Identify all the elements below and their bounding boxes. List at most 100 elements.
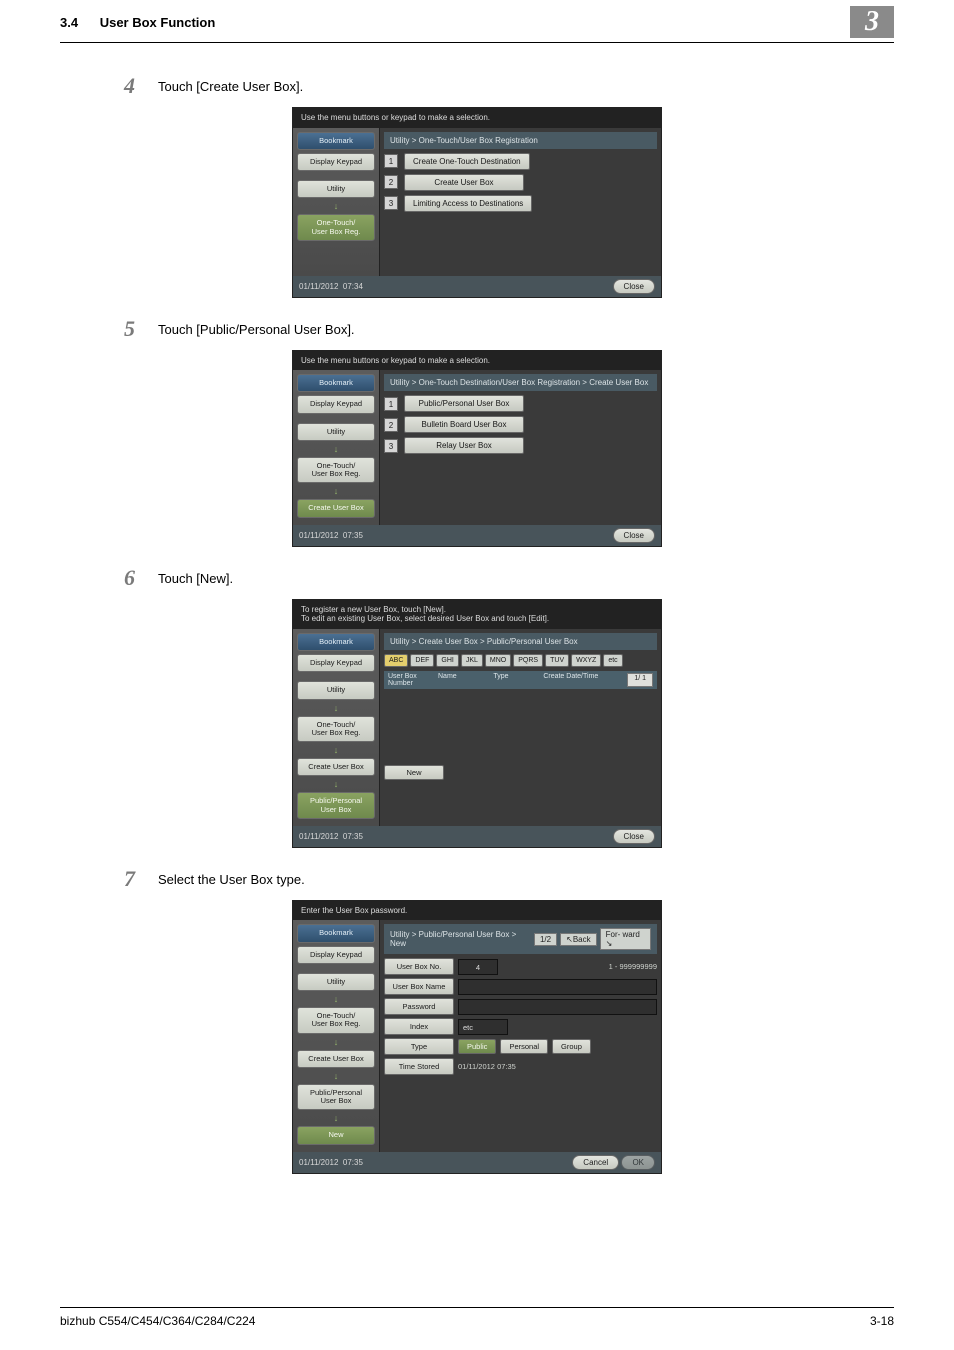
sidebar-utility[interactable]: Utility — [297, 681, 375, 699]
col-name: Name — [438, 673, 487, 687]
tab-etc[interactable]: etc — [603, 654, 622, 667]
table-header: User Box Number Name Type Create Date/Ti… — [384, 671, 657, 689]
type-personal-button[interactable]: Personal — [500, 1039, 548, 1054]
display-keypad-button[interactable]: Display Keypad — [297, 654, 375, 672]
sidebar-one-touch[interactable]: One-Touch/ User Box Reg. — [297, 716, 375, 743]
step-number: 4 — [124, 73, 158, 99]
close-button[interactable]: Close — [613, 829, 655, 844]
bookmark-button[interactable]: Bookmark — [297, 633, 375, 651]
menu-public-personal[interactable]: Public/Personal User Box — [404, 395, 524, 412]
close-button[interactable]: Close — [613, 279, 655, 294]
menu-relay-user-box[interactable]: Relay User Box — [404, 437, 524, 454]
device-screen-5: Use the menu buttons or keypad to make a… — [292, 350, 662, 547]
step-4: 4 Touch [Create User Box]. — [124, 73, 894, 99]
field-index[interactable]: etc — [458, 1019, 508, 1035]
menu-number: 1 — [384, 397, 398, 411]
range-text: 1 - 999999999 — [502, 962, 657, 971]
label-user-box-name: User Box Name — [384, 978, 454, 995]
chevron-down-icon: ↓ — [297, 444, 375, 454]
tab-mno[interactable]: MNO — [485, 654, 511, 667]
step-number: 6 — [124, 565, 158, 591]
display-keypad-button[interactable]: Display Keypad — [297, 946, 375, 964]
bookmark-button[interactable]: Bookmark — [297, 132, 375, 150]
field-user-box-no[interactable]: 4 — [458, 959, 498, 975]
sidebar-create-user-box[interactable]: Create User Box — [297, 499, 375, 517]
step-6: 6 Touch [New]. — [124, 565, 894, 591]
menu-number: 3 — [384, 196, 398, 210]
date-text: 01/11/2012 — [299, 832, 338, 841]
tab-def[interactable]: DEF — [410, 654, 434, 667]
chevron-down-icon: ↓ — [297, 1071, 375, 1081]
back-button[interactable]: ↖Back — [560, 933, 597, 946]
col-user-box-number: User Box Number — [388, 673, 432, 687]
sidebar-public-personal[interactable]: Public/Personal User Box — [297, 792, 375, 819]
cancel-button[interactable]: Cancel — [572, 1155, 619, 1170]
step-text: Touch [New]. — [158, 565, 233, 586]
instruction-text: Enter the User Box password. — [293, 901, 661, 921]
label-time-stored: Time Stored — [384, 1058, 454, 1075]
new-button[interactable]: New — [384, 765, 444, 780]
close-button[interactable]: Close — [613, 528, 655, 543]
label-password: Password — [384, 998, 454, 1015]
sidebar-create-user-box[interactable]: Create User Box — [297, 1050, 375, 1068]
time-text: 07:35 — [343, 531, 363, 540]
footer-page: 3-18 — [870, 1314, 894, 1328]
sidebar-public-personal[interactable]: Public/Personal User Box — [297, 1084, 375, 1111]
instruction-text: Use the menu buttons or keypad to make a… — [293, 351, 661, 371]
breadcrumb-text: Utility > Public/Personal User Box > New — [390, 930, 530, 948]
time-text: 07:35 — [343, 1158, 363, 1167]
step-text: Touch [Public/Personal User Box]. — [158, 316, 355, 337]
chevron-down-icon: ↓ — [297, 1113, 375, 1123]
date-text: 01/11/2012 — [299, 1158, 338, 1167]
list-body — [384, 689, 657, 761]
menu-bulletin-board[interactable]: Bulletin Board User Box — [404, 416, 524, 433]
menu-create-one-touch[interactable]: Create One-Touch Destination — [404, 153, 530, 170]
step-5: 5 Touch [Public/Personal User Box]. — [124, 316, 894, 342]
sidebar-one-touch[interactable]: One-Touch/ User Box Reg. — [297, 214, 375, 241]
sidebar-one-touch[interactable]: One-Touch/ User Box Reg. — [297, 457, 375, 484]
type-group-button[interactable]: Group — [552, 1039, 591, 1054]
label-index: Index — [384, 1018, 454, 1035]
menu-number: 3 — [384, 439, 398, 453]
section-number: 3.4 — [60, 15, 78, 30]
tab-abc[interactable]: ABC — [384, 654, 408, 667]
menu-number: 2 — [384, 418, 398, 432]
tab-tuv[interactable]: TUV — [545, 654, 569, 667]
time-text: 07:34 — [343, 282, 363, 291]
field-password[interactable] — [458, 999, 657, 1015]
menu-number: 2 — [384, 175, 398, 189]
sidebar-one-touch[interactable]: One-Touch/ User Box Reg. — [297, 1007, 375, 1034]
menu-limiting-access[interactable]: Limiting Access to Destinations — [404, 195, 532, 212]
display-keypad-button[interactable]: Display Keypad — [297, 395, 375, 413]
tab-pqrs[interactable]: PQRS — [513, 654, 543, 667]
field-user-box-name[interactable] — [458, 979, 657, 995]
display-keypad-button[interactable]: Display Keypad — [297, 153, 375, 171]
sidebar-utility[interactable]: Utility — [297, 180, 375, 198]
tab-jkl[interactable]: JKL — [461, 654, 483, 667]
type-public-button[interactable]: Public — [458, 1039, 496, 1054]
menu-number: 1 — [384, 154, 398, 168]
chapter-badge: 3 — [850, 6, 894, 38]
sidebar-create-user-box[interactable]: Create User Box — [297, 758, 375, 776]
forward-button[interactable]: For- ward ↘ — [600, 928, 651, 950]
sidebar-utility[interactable]: Utility — [297, 423, 375, 441]
col-type: Type — [493, 673, 537, 687]
time-text: 07:35 — [343, 832, 363, 841]
section-title: User Box Function — [100, 15, 216, 30]
footer-model: bizhub C554/C454/C364/C284/C224 — [60, 1314, 255, 1328]
step-7: 7 Select the User Box type. — [124, 866, 894, 892]
page-indicator: 1/ 1 — [627, 673, 653, 687]
bookmark-button[interactable]: Bookmark — [297, 374, 375, 392]
tab-wxyz[interactable]: WXYZ — [571, 654, 601, 667]
tab-ghi[interactable]: GHI — [436, 654, 458, 667]
menu-create-user-box[interactable]: Create User Box — [404, 174, 524, 191]
label-type: Type — [384, 1038, 454, 1055]
chevron-down-icon: ↓ — [297, 486, 375, 496]
chevron-down-icon: ↓ — [297, 779, 375, 789]
ok-button[interactable]: OK — [621, 1155, 655, 1170]
bookmark-button[interactable]: Bookmark — [297, 924, 375, 942]
step-number: 7 — [124, 866, 158, 892]
sidebar-new[interactable]: New — [297, 1126, 375, 1144]
chevron-down-icon: ↓ — [297, 703, 375, 713]
sidebar-utility[interactable]: Utility — [297, 973, 375, 991]
